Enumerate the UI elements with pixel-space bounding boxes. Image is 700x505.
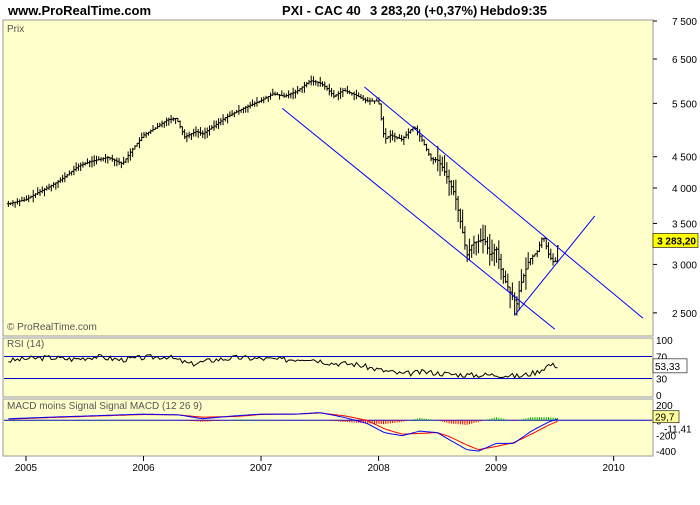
price-panel-title: Prix [7, 24, 24, 35]
x-tick-label: 2006 [132, 463, 155, 474]
axis-layer: 7 500 6 500 5 500 4 500 4 000 3 500 3 000 2 500… [15, 17, 699, 474]
price-ytick-label: 4 500 [672, 153, 697, 164]
macd-layer [4, 412, 652, 452]
price-ytick-label: 4 000 [672, 184, 697, 195]
rsi-layer [4, 353, 652, 379]
price-ytick-label: 3 000 [672, 260, 697, 271]
rsi-axis-label: 100 [656, 336, 673, 347]
price-watermark: © ProRealTime.com [7, 322, 97, 333]
x-tick-label: 2009 [485, 463, 508, 474]
last-price-box [652, 233, 699, 248]
x-tick-label: 2008 [367, 463, 390, 474]
price-panel [2, 19, 654, 337]
price-ytick-label: 6 500 [672, 55, 697, 66]
support-line [514, 215, 596, 316]
period-label: Hebdo [480, 3, 521, 18]
price-ytick-label: 2 500 [672, 309, 697, 320]
macd-axis-label: 200 [656, 401, 673, 412]
rsi-panel [2, 337, 654, 398]
price-layer [6, 75, 644, 330]
channel-lower-line [281, 107, 556, 330]
x-tick-label: 2010 [602, 463, 625, 474]
channel-upper-line [364, 86, 644, 319]
macd-panel-title: MACD moins Signal Signal MACD (12 26 9) [7, 401, 202, 412]
last-price-label: 3 283,20 [657, 236, 696, 247]
rsi-axis-label: 70 [656, 353, 668, 364]
price-ytick-label: 7 500 [672, 17, 697, 28]
macd-last-label: 29,7 [655, 413, 675, 424]
rsi-line [8, 353, 558, 379]
rsi-axis-label: 0 [656, 391, 662, 402]
rsi-axis-label: 30 [656, 375, 668, 386]
site-label: www.ProRealTime.com [7, 3, 151, 18]
quote-label: 3 283,20 (+0,37%) [370, 3, 477, 18]
macd-last-box [652, 410, 680, 424]
macd-axis-label: -200 [656, 432, 676, 443]
x-tick-label: 2005 [15, 463, 38, 474]
macd-axis-label: -400 [656, 447, 676, 458]
instrument-label: PXI - CAC 40 [282, 3, 361, 18]
rsi-last-label: 53,33 [655, 362, 680, 373]
rsi-last-box [652, 358, 688, 374]
x-tick-label: 2007 [250, 463, 273, 474]
price-ytick-label: 3 500 [672, 219, 697, 230]
macd-line [8, 412, 558, 452]
rsi-panel-title: RSI (14) [7, 339, 44, 350]
signal-last-label: -11,41 [664, 425, 692, 436]
price-ytick-label: 5 500 [672, 99, 697, 110]
time-label: 9:35 [521, 3, 547, 18]
